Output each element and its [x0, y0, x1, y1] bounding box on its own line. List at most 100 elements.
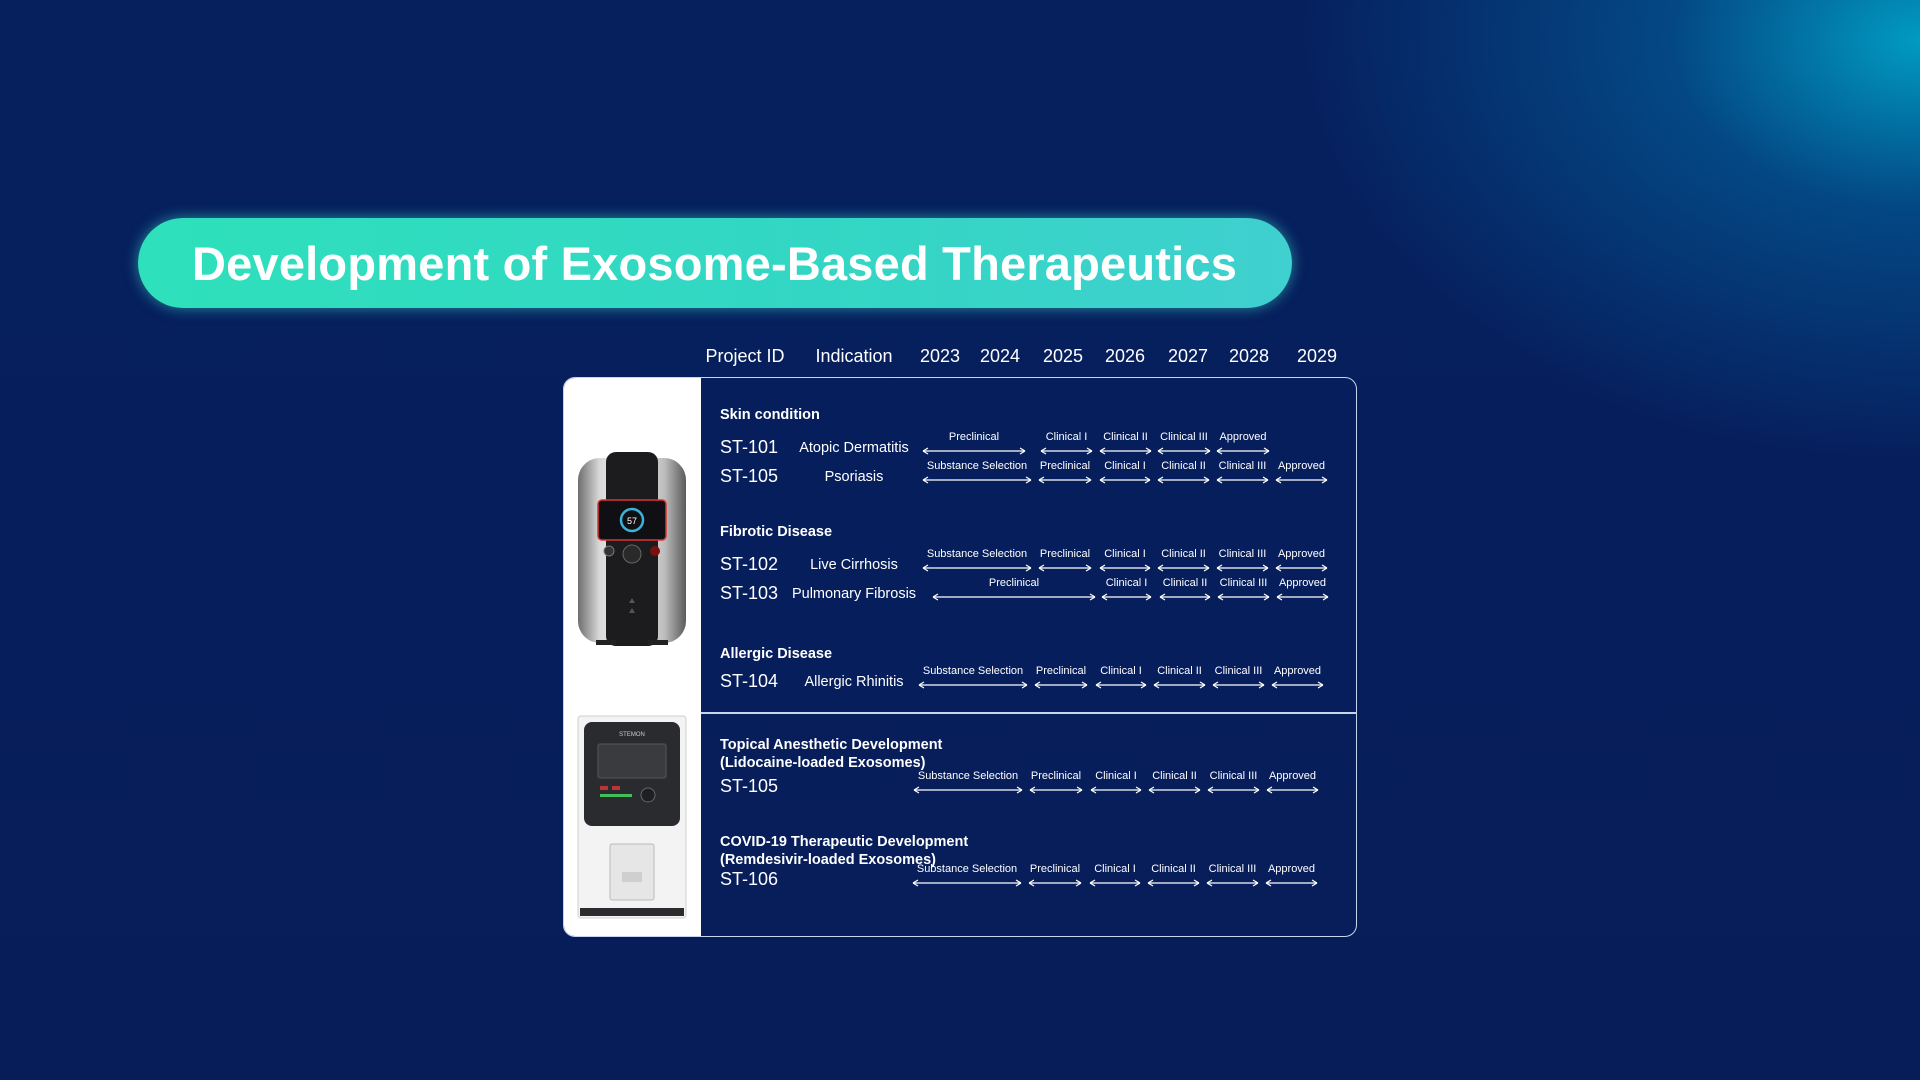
double-arrow-icon: [1090, 786, 1142, 794]
stage-arrow: Clinical II: [1147, 863, 1200, 897]
double-arrow-icon: [1265, 879, 1318, 887]
stage-arrow: Clinical II: [1157, 548, 1210, 582]
pipeline-panel: 57 STEMON: [563, 377, 1357, 937]
stage-arrow: Preclinical: [922, 431, 1026, 465]
project-id: ST-106: [720, 869, 779, 889]
header-2023: 2023: [919, 346, 961, 366]
stage-label: Approved: [1268, 770, 1317, 782]
category-label: Allergic Disease: [720, 646, 833, 662]
stage-label: Approved: [1278, 577, 1327, 589]
stage-label: Approved: [1219, 431, 1267, 443]
indication-label: Live Cirrhosis: [810, 557, 898, 573]
header-project-id: Project ID: [705, 346, 785, 366]
stage-arrow: Clinical III: [1207, 770, 1260, 804]
double-arrow-icon: [1099, 447, 1152, 455]
double-arrow-icon: [1159, 593, 1211, 601]
stage-label: Clinical II: [1161, 548, 1206, 560]
page-title: Development of Exosome-Based Therapeutic…: [192, 236, 1238, 290]
project-id: ST-102: [720, 554, 779, 574]
stage-arrow: Clinical I: [1040, 431, 1093, 465]
double-arrow-icon: [1276, 593, 1329, 601]
stage-label: Clinical III: [1214, 665, 1263, 677]
header-2027: 2027: [1167, 346, 1209, 366]
project-id: ST-103: [720, 583, 779, 603]
stage-label: Approved: [1277, 548, 1326, 560]
double-arrow-icon: [922, 476, 1032, 484]
stage-label: Clinical III: [1219, 577, 1268, 589]
double-arrow-icon: [1148, 786, 1201, 794]
header-2024: 2024: [979, 346, 1021, 366]
stage-label: Preclinical: [1029, 863, 1081, 875]
stage-arrow: Clinical II: [1153, 665, 1206, 699]
double-arrow-icon: [1147, 879, 1200, 887]
stage-arrow: Clinical II: [1148, 770, 1201, 804]
stage-label: Clinical II: [1103, 431, 1148, 443]
double-arrow-icon: [1275, 476, 1328, 484]
svg-text:STEMON: STEMON: [619, 732, 645, 738]
stage-arrow: Approved: [1271, 665, 1324, 699]
double-arrow-icon: [1095, 681, 1147, 689]
project-id: ST-104: [720, 671, 779, 691]
stage-label: Substance Selection: [926, 548, 1028, 560]
stage-arrow: Clinical I: [1090, 770, 1142, 804]
stage-label: Preclinical: [988, 577, 1040, 589]
header-indication: Indication: [815, 346, 893, 366]
stage-arrow: Substance Selection: [922, 460, 1032, 494]
stage-label: Clinical II: [1161, 460, 1206, 472]
double-arrow-icon: [1028, 879, 1082, 887]
stage-label: Approved: [1277, 460, 1326, 472]
stage-label: Clinical II: [1152, 770, 1197, 782]
stage-label: Clinical III: [1208, 863, 1257, 875]
stage-label: Substance Selection: [917, 770, 1019, 782]
stage-arrow: Clinical II: [1157, 460, 1210, 494]
double-arrow-icon: [1099, 564, 1151, 572]
stage-label: Clinical III: [1218, 460, 1267, 472]
double-arrow-icon: [1034, 681, 1088, 689]
stage-arrow: Approved: [1276, 577, 1329, 611]
device-image-column: 57 STEMON: [564, 378, 701, 936]
stage-label: Clinical I: [1104, 460, 1146, 472]
category-label: Topical Anesthetic Development: [720, 737, 943, 753]
indication-label: Atopic Dermatitis: [799, 440, 909, 456]
stage-label: Preclinical: [1039, 548, 1091, 560]
category-label: COVID-19 Therapeutic Development: [720, 834, 969, 850]
category-sublabel: (Remdesivir-loaded Exosomes): [720, 852, 936, 868]
double-arrow-icon: [913, 786, 1023, 794]
stage-label: Preclinical: [1030, 770, 1082, 782]
svg-text:57: 57: [627, 516, 637, 526]
stage-arrow: Clinical III: [1217, 577, 1270, 611]
double-arrow-icon: [1153, 681, 1206, 689]
stage-label: Preclinical: [948, 431, 1000, 443]
exosome-analyzer-icon: STEMON: [577, 715, 687, 919]
stage-arrow: Approved: [1266, 770, 1319, 804]
title-banner: Development of Exosome-Based Therapeutic…: [138, 218, 1292, 308]
stage-label: Substance Selection: [922, 665, 1024, 677]
stage-arrow: Clinical I: [1099, 548, 1151, 582]
stage-arrow: Clinical III: [1216, 460, 1269, 494]
double-arrow-icon: [1216, 476, 1269, 484]
stage-arrow: Substance Selection: [918, 665, 1028, 699]
stage-arrow: Preclinical: [1038, 548, 1092, 582]
double-arrow-icon: [1099, 476, 1151, 484]
stage-arrow: Substance Selection: [922, 548, 1032, 582]
stage-label: Clinical III: [1209, 770, 1258, 782]
double-arrow-icon: [1207, 786, 1260, 794]
stage-arrow: Preclinical: [1038, 460, 1092, 494]
stage-label: Clinical II: [1151, 863, 1196, 875]
header-2025: 2025: [1042, 346, 1084, 366]
stage-arrow: Preclinical: [932, 577, 1096, 611]
column-headers: Project ID Indication 2023 2024 2025 202…: [0, 346, 1920, 376]
stage-label: Clinical II: [1157, 665, 1202, 677]
stage-label: Substance Selection: [916, 863, 1018, 875]
stage-arrow: Preclinical: [1034, 665, 1088, 699]
double-arrow-icon: [1029, 786, 1083, 794]
double-arrow-icon: [1157, 476, 1210, 484]
stage-arrow: Preclinical: [1028, 863, 1082, 897]
double-arrow-icon: [922, 564, 1032, 572]
stage-label: Clinical I: [1100, 665, 1142, 677]
stage-label: Clinical I: [1104, 548, 1146, 560]
stage-arrow: Approved: [1275, 548, 1328, 582]
stage-arrow: Clinical II: [1159, 577, 1211, 611]
double-arrow-icon: [1157, 564, 1210, 572]
double-arrow-icon: [912, 879, 1022, 887]
